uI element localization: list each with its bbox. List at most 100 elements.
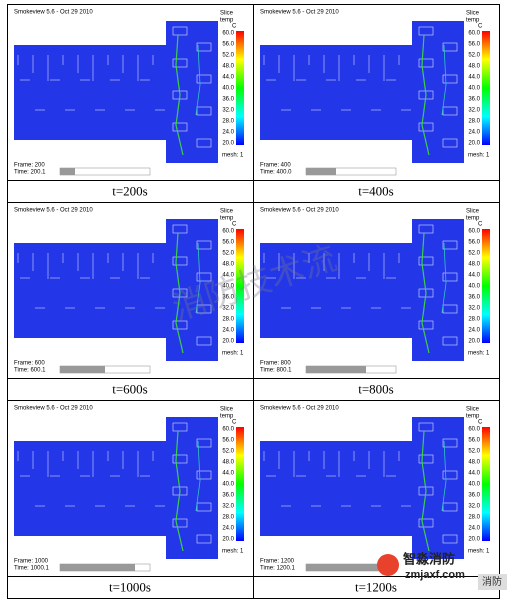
floor-plan	[412, 417, 464, 559]
colorbar-label: 36.0	[222, 295, 234, 301]
room	[196, 138, 212, 148]
room	[196, 272, 212, 282]
colorbar-label: 48.0	[468, 460, 480, 466]
app-title: Smokeview 5.6 - Oct 29 2010	[260, 406, 339, 412]
colorbar-quantity: temp	[466, 216, 480, 222]
colorbar-unit: C	[232, 222, 237, 228]
colorbar-label: 36.0	[222, 493, 234, 499]
colorbar-label: 36.0	[468, 493, 480, 499]
room	[172, 26, 188, 36]
room	[442, 74, 458, 84]
room	[196, 438, 212, 448]
colorbar-label: 36.0	[222, 97, 234, 103]
mesh-label: mesh: 1	[222, 153, 244, 159]
room	[172, 122, 188, 132]
colorbar-label: 28.0	[468, 317, 480, 323]
smokeview-panel: Smokeview 5.6 - Oct 29 2010 SlicetempC60.…	[14, 208, 244, 396]
colorbar-label: 60.0	[468, 31, 480, 37]
colorbar-label: 32.0	[222, 504, 234, 510]
smokeview-panel: Smokeview 5.6 - Oct 29 2010 SlicetempC60.…	[14, 406, 244, 594]
colorbar-label: 48.0	[468, 64, 480, 70]
colorbar-label: 24.0	[468, 328, 480, 334]
caption: t=800s	[358, 381, 394, 396]
green-zone	[421, 232, 430, 354]
colorbar-label: 52.0	[468, 449, 480, 455]
room	[172, 518, 188, 528]
logo-icon	[377, 554, 399, 576]
colorbar-label: 60.0	[222, 427, 234, 433]
time-label: Time: 200.1	[14, 170, 46, 176]
colorbar-label: 28.0	[222, 317, 234, 323]
colorbar-label: 52.0	[222, 251, 234, 257]
colorbar-label: 40.0	[468, 482, 480, 488]
green-zone	[195, 242, 201, 314]
green-zone	[421, 34, 430, 156]
floor-plan	[166, 219, 218, 361]
colorbar-quantity: temp	[220, 216, 234, 222]
colorbar-label: 32.0	[222, 108, 234, 114]
caption: t=1200s	[355, 579, 397, 594]
colorbar-title: Slice	[220, 11, 234, 17]
floor-plan	[14, 45, 170, 140]
time-label: Time: 600.1	[14, 368, 46, 374]
room	[442, 470, 458, 480]
caption: t=600s	[112, 381, 148, 396]
colorbar-title: Slice	[466, 209, 480, 215]
room	[442, 438, 458, 448]
colorbar-label: 52.0	[222, 53, 234, 59]
colorbar-label: 48.0	[222, 262, 234, 268]
room	[418, 454, 434, 464]
room	[442, 304, 458, 314]
frame-label: Frame: 400	[260, 163, 291, 169]
colorbar-title: Slice	[466, 11, 480, 17]
logo-name: 智淼消防	[403, 552, 455, 568]
colorbar-quantity: temp	[220, 18, 234, 24]
colorbar-label: 44.0	[222, 75, 234, 81]
room	[172, 422, 188, 432]
colorbar-label: 60.0	[222, 31, 234, 37]
frame-label: Frame: 1000	[14, 559, 49, 565]
colorbar-label: 60.0	[222, 229, 234, 235]
colorbar-label: 44.0	[222, 273, 234, 279]
colorbar-unit: C	[478, 222, 483, 228]
colorbar-label: 60.0	[468, 229, 480, 235]
corner-badge	[478, 574, 507, 590]
colorbar	[236, 229, 244, 343]
room	[172, 320, 188, 330]
green-zone	[195, 440, 201, 512]
progress-fill	[60, 564, 135, 571]
room	[196, 470, 212, 480]
room	[196, 106, 212, 116]
room	[196, 304, 212, 314]
progress-fill	[306, 564, 396, 571]
logo-url: zmjaxf.com	[405, 569, 465, 581]
room	[418, 518, 434, 528]
corner-text: 消防	[482, 575, 502, 588]
room	[442, 240, 458, 250]
time-label: Time: 1200.1	[260, 566, 295, 572]
colorbar-label: 48.0	[222, 64, 234, 70]
room	[442, 336, 458, 346]
green-zone	[175, 430, 184, 552]
room	[172, 58, 188, 68]
colorbar-label: 40.0	[222, 482, 234, 488]
colorbar-unit: C	[232, 24, 237, 30]
colorbar	[482, 427, 490, 541]
colorbar-label: 36.0	[468, 295, 480, 301]
colorbar-label: 28.0	[222, 119, 234, 125]
room	[442, 42, 458, 52]
colorbar-label: 24.0	[468, 130, 480, 136]
room	[442, 106, 458, 116]
frame-label: Frame: 1200	[260, 559, 295, 565]
colorbar-label: 32.0	[468, 306, 480, 312]
colorbar-label: 52.0	[222, 449, 234, 455]
room	[172, 256, 188, 266]
app-title: Smokeview 5.6 - Oct 29 2010	[260, 208, 339, 214]
room	[442, 534, 458, 544]
colorbar-label: 40.0	[222, 284, 234, 290]
room	[418, 26, 434, 36]
colorbar-label: 24.0	[222, 130, 234, 136]
green-zone	[175, 232, 184, 354]
